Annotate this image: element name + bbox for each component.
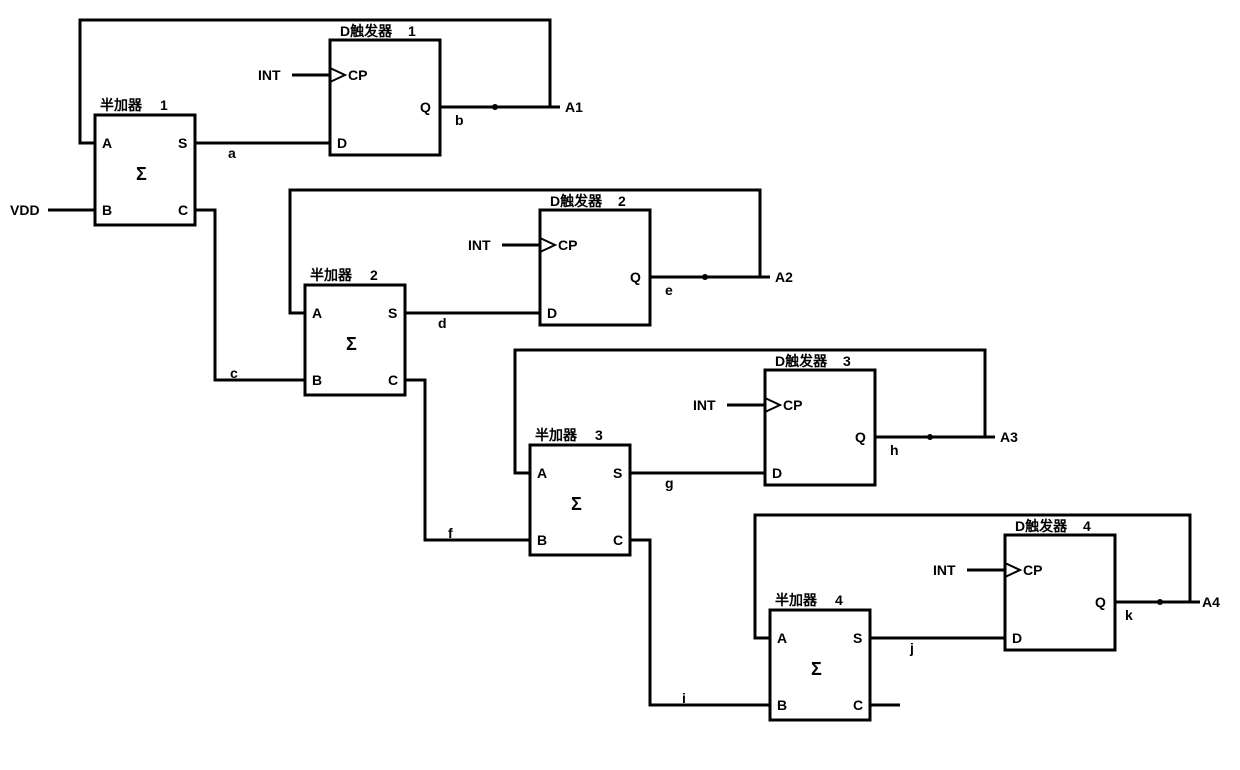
ha4-sigma: Σ	[811, 659, 822, 679]
ha3-pin-s: S	[613, 465, 622, 481]
wire-i	[630, 540, 770, 705]
label-d: d	[438, 315, 447, 331]
ha3-pin-a: A	[537, 465, 547, 481]
label-h: h	[890, 442, 899, 458]
ha3-pin-b: B	[537, 532, 547, 548]
ha1-title-prefix: 半加器	[100, 97, 143, 113]
ha4-num: 4	[835, 592, 843, 608]
dff-3: D触发器 3 CP D Q	[765, 353, 875, 485]
dff4-q: Q	[1095, 594, 1106, 610]
label-vdd: VDD	[10, 202, 40, 218]
label-j: j	[909, 640, 914, 656]
wire-f	[405, 380, 530, 540]
dff2-num: 2	[618, 193, 626, 209]
label-a: a	[228, 145, 236, 161]
dff4-d: D	[1012, 630, 1022, 646]
node-e	[702, 274, 708, 280]
ha1-num: 1	[160, 97, 168, 113]
dff2-q: Q	[630, 269, 641, 285]
dff4-cp: CP	[1023, 562, 1042, 578]
label-e: e	[665, 282, 673, 298]
dff4-num: 4	[1083, 518, 1091, 534]
label-a4: A4	[1202, 594, 1220, 610]
dff4-title-prefix: D触发器	[1015, 518, 1068, 534]
dff2-cp: CP	[558, 237, 577, 253]
ha1-pin-c: C	[178, 202, 188, 218]
label-int-2: INT	[468, 237, 491, 253]
dff1-cp: CP	[348, 67, 367, 83]
dff2-title-prefix: D触发器	[550, 193, 603, 209]
dff3-title-prefix: D触发器	[775, 353, 828, 369]
label-int-4: INT	[933, 562, 956, 578]
node-h	[927, 434, 933, 440]
label-a2: A2	[775, 269, 793, 285]
half-adder-2: 半加器 2 A B S C Σ	[305, 267, 405, 395]
label-a1: A1	[565, 99, 583, 115]
ha1-pin-s: S	[178, 135, 187, 151]
half-adder-4: 半加器 4 A B S C Σ	[770, 592, 870, 720]
ha1-sigma: Σ	[136, 164, 147, 184]
ha3-num: 3	[595, 427, 603, 443]
dff-4: D触发器 4 CP D Q	[1005, 518, 1115, 650]
ha4-title-prefix: 半加器	[775, 592, 818, 608]
wire-b-feedback	[80, 20, 550, 143]
ha2-pin-a: A	[312, 305, 322, 321]
ha3-sigma: Σ	[571, 494, 582, 514]
dff1-num: 1	[408, 23, 416, 39]
half-adder-1: 半加器 1 A B S C Σ	[95, 97, 195, 225]
dff3-d: D	[772, 465, 782, 481]
node-k	[1157, 599, 1163, 605]
ha1-pin-a: A	[102, 135, 112, 151]
label-g: g	[665, 475, 674, 491]
ha2-pin-c: C	[388, 372, 398, 388]
circuit-diagram: 半加器 1 A B S C Σ D触发器 1 CP D Q VDD INT a …	[0, 0, 1240, 770]
label-int-3: INT	[693, 397, 716, 413]
dff1-title-prefix: D触发器	[340, 23, 393, 39]
ha4-pin-b: B	[777, 697, 787, 713]
dff3-cp: CP	[783, 397, 802, 413]
node-b	[492, 104, 498, 110]
half-adder-3: 半加器 3 A B S C Σ	[530, 427, 630, 555]
dff3-q: Q	[855, 429, 866, 445]
ha3-title-prefix: 半加器	[535, 427, 578, 443]
label-k: k	[1125, 607, 1133, 623]
dff1-d: D	[337, 135, 347, 151]
label-f: f	[448, 525, 453, 541]
dff-1: D触发器 1 CP D Q	[330, 23, 440, 155]
label-int-1: INT	[258, 67, 281, 83]
dff2-d: D	[547, 305, 557, 321]
ha4-pin-c: C	[853, 697, 863, 713]
label-a3: A3	[1000, 429, 1018, 445]
label-b: b	[455, 112, 464, 128]
ha2-num: 2	[370, 267, 378, 283]
ha1-pin-b: B	[102, 202, 112, 218]
wire-h-feedback	[515, 350, 985, 473]
ha4-pin-a: A	[777, 630, 787, 646]
ha4-pin-s: S	[853, 630, 862, 646]
ha3-pin-c: C	[613, 532, 623, 548]
ha2-pin-s: S	[388, 305, 397, 321]
dff3-num: 3	[843, 353, 851, 369]
dff1-q: Q	[420, 99, 431, 115]
dff-2: D触发器 2 CP D Q	[540, 193, 650, 325]
label-c: c	[230, 365, 238, 381]
ha2-title-prefix: 半加器	[310, 267, 353, 283]
label-i: i	[682, 690, 686, 706]
ha2-sigma: Σ	[346, 334, 357, 354]
wire-e-feedback	[290, 190, 760, 313]
ha2-pin-b: B	[312, 372, 322, 388]
